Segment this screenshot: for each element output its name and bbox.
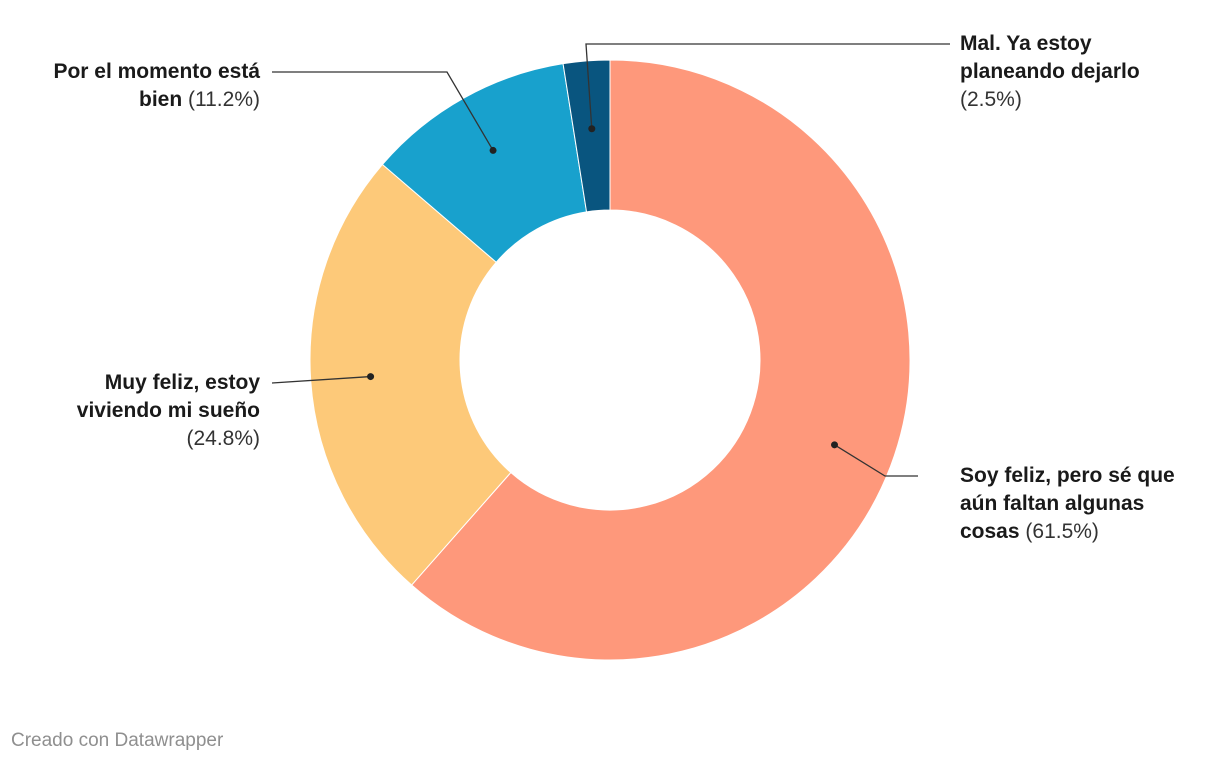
footer-credit: Creado con Datawrapper	[11, 730, 224, 751]
leader-dot	[489, 146, 497, 154]
slice-label-value: (61.5%)	[1025, 520, 1099, 543]
leader-line	[834, 444, 918, 477]
leader-dot	[367, 373, 375, 381]
slice-label-value: (2.5%)	[960, 88, 1022, 111]
slice-label-name: Mal. Ya estoy	[960, 32, 1092, 55]
slice-label-name: planeando dejarlo	[960, 60, 1140, 83]
slice-label-muy-feliz: Muy feliz, estoy viviendo mi sueño (24.8…	[20, 369, 260, 453]
donut-slice	[410, 59, 911, 661]
slice-label-name: Soy feliz, pero sé que	[960, 464, 1175, 487]
slice-label-name: bien	[139, 88, 183, 111]
donut-slices	[309, 59, 911, 661]
donut-slice	[562, 59, 611, 213]
slice-label-name: viviendo mi sueño	[76, 399, 260, 422]
leader-line	[271, 375, 371, 384]
slice-label-mal: Mal. Ya estoy planeando dejarlo (2.5%)	[960, 30, 1210, 114]
slice-label-soy-feliz: Soy feliz, pero sé que aún faltan alguna…	[960, 462, 1210, 546]
leader-line	[585, 43, 950, 129]
slice-label-por-el-momento: Por el momento está bien (11.2%)	[20, 58, 260, 114]
slice-label-name: aún faltan algunas	[960, 492, 1145, 515]
slice-label-value: (24.8%)	[186, 427, 260, 450]
slice-label-value: (11.2%)	[188, 88, 260, 111]
leader-line	[272, 71, 494, 151]
leader-dot	[831, 441, 839, 449]
leader-dot	[588, 125, 596, 133]
slice-label-name: cosas	[960, 520, 1020, 543]
slice-label-name: Muy feliz, estoy	[104, 371, 260, 394]
donut-slice	[309, 163, 512, 586]
leader-lines	[271, 43, 950, 477]
slice-label-name: Por el momento está	[53, 60, 260, 83]
